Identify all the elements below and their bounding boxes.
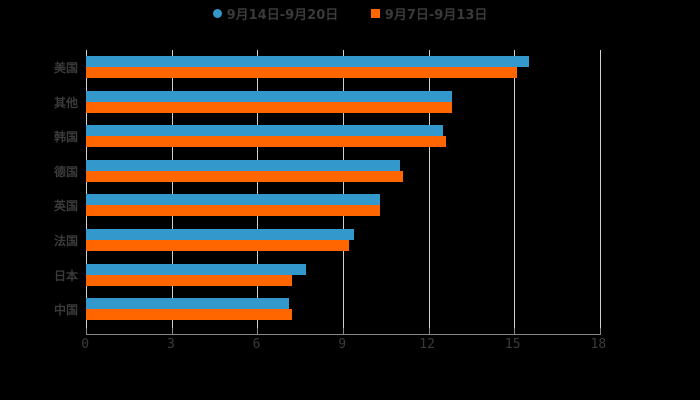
x-tick [171, 328, 173, 335]
x-tick-label: 12 [419, 337, 435, 352]
legend-label: 9月7日-9月13日 [384, 8, 488, 23]
bar-series-1[interactable] [86, 298, 289, 310]
square-marker-icon [370, 9, 380, 18]
bar-series-1[interactable] [86, 263, 306, 275]
y-category-label: 韩国 [53, 130, 78, 145]
x-tick [514, 328, 516, 335]
y-category-label: 中国 [53, 303, 78, 318]
x-tick [343, 328, 344, 335]
gridline [428, 50, 430, 334]
bar-series-2[interactable] [86, 67, 518, 78]
x-tick [86, 328, 87, 335]
x-tick-label: 18 [590, 337, 607, 352]
gridline [171, 50, 173, 334]
bar-series-1[interactable] [86, 194, 381, 206]
x-tick [257, 328, 259, 335]
gridline [257, 50, 259, 334]
bar-series-2[interactable] [86, 240, 349, 251]
bar-series-1[interactable] [86, 90, 452, 102]
bar-series-1[interactable] [86, 159, 401, 171]
bar-series-1[interactable] [86, 125, 443, 137]
legend-item-series-1[interactable]: 9月14日-9月20日 [212, 4, 339, 23]
x-tick-label: 3 [166, 337, 175, 352]
chart-legend: 9月14日-9月20日 9月7日-9月13日 [0, 4, 700, 23]
bar-series-2[interactable] [86, 170, 403, 182]
gridline [514, 50, 516, 334]
x-tick-label: 15 [504, 337, 521, 352]
bar-series-1[interactable] [86, 56, 529, 67]
y-category-label: 其他 [53, 95, 78, 110]
x-tick [428, 328, 430, 335]
x-tick-label: 0 [81, 337, 90, 352]
x-tick [600, 328, 601, 335]
legend-item-series-2[interactable]: 9月7日-9月13日 [370, 4, 488, 23]
x-tick-label: 6 [252, 337, 261, 352]
y-category-label: 德国 [53, 164, 78, 179]
circle-marker-icon [212, 9, 222, 18]
bar-series-2[interactable] [86, 136, 446, 148]
y-category-label: 英国 [53, 199, 78, 214]
y-category-label: 美国 [53, 61, 78, 75]
bar-series-2[interactable] [86, 205, 381, 217]
y-category-label: 法国 [53, 234, 78, 248]
gridline [343, 50, 344, 334]
y-category-label: 日本 [53, 268, 78, 283]
legend-label: 9月14日-9月20日 [226, 8, 339, 23]
bar-series-2[interactable] [86, 101, 452, 113]
y-axis-line [86, 50, 87, 334]
bar-series-2[interactable] [86, 274, 292, 286]
plot-area [86, 50, 601, 334]
gridline [600, 50, 601, 334]
bar-series-1[interactable] [86, 229, 355, 240]
bar-series-2[interactable] [86, 309, 292, 321]
x-tick-label: 9 [338, 337, 347, 352]
